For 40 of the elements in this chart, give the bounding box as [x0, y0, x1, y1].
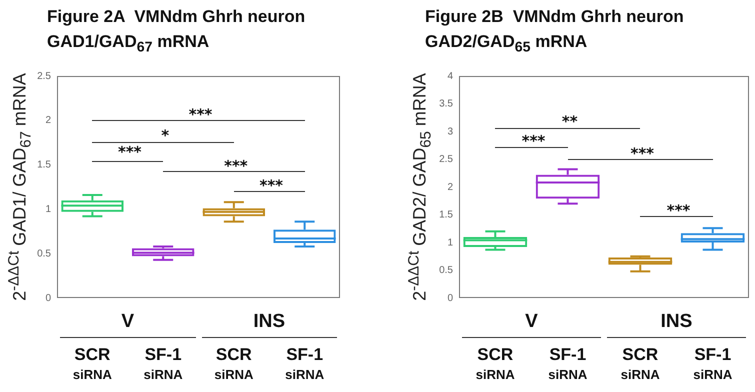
x-tick-label: SCR siRNA [476, 344, 515, 384]
chart-subtitle: GAD1/GAD$_{67}$ mRNA [47, 32, 210, 56]
chart-title: Figure 2A VMNdm Ghrh neuron [47, 7, 306, 26]
x-tick-label: SCR siRNA [72, 344, 112, 384]
y-tick-label: 0.5 [37, 248, 52, 260]
annotation: *** [522, 132, 546, 150]
x-tick-label: SCR siRNA [620, 344, 660, 384]
y-tick-label: 1.5 [439, 210, 454, 220]
y-tick-label: 2 [45, 115, 52, 126]
x-tick-label: SF-1 siRNA [144, 344, 183, 384]
y-tick-label: 1 [447, 237, 454, 248]
text: V [525, 311, 538, 333]
y-tick-label: 2 [447, 182, 454, 193]
y-tick-label: 1.5 [37, 160, 52, 171]
annotation: * [161, 126, 170, 145]
annotation: *** [188, 105, 212, 124]
text: V [121, 311, 134, 333]
text: INS [253, 311, 286, 333]
chart-subtitle: GAD2/GAD$_{65}$ mRNA [425, 32, 588, 56]
y-tick-label: 4 [447, 70, 454, 82]
x-tick-label: SF-1 siRNA [285, 344, 324, 384]
x-tick-label: SCR siRNA [214, 344, 254, 384]
y-tick-label: 1 [45, 204, 52, 215]
y-tick-label: 0 [447, 292, 454, 304]
y-tick-label: 2.5 [439, 154, 454, 165]
annotation: *** [259, 176, 284, 194]
x-tick-label: SF-1 siRNA [548, 344, 588, 384]
y-tick-label: 0 [45, 292, 52, 304]
chart-title: Figure 2B VMNdm Ghrh neuron [425, 7, 684, 26]
y-tick-label: 2.5 [37, 70, 52, 82]
y-tick-label: 0.5 [439, 265, 454, 276]
annotation: *** [666, 201, 690, 220]
y-tick-label: 3.5 [439, 98, 454, 110]
annotation: ** [562, 112, 578, 131]
annotation: *** [118, 143, 142, 162]
annotation: *** [224, 157, 248, 176]
text: INS [660, 311, 692, 333]
y-tick-label: 3 [447, 126, 454, 138]
annotation: *** [630, 144, 654, 162]
x-tick-label: SF-1 siRNA [693, 344, 732, 384]
